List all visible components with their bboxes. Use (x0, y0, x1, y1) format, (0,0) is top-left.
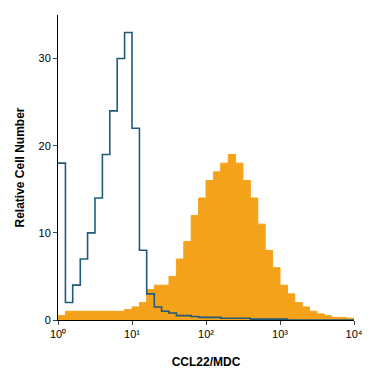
svg-text:10: 10 (39, 227, 51, 239)
svg-text:10²: 10² (198, 328, 214, 340)
svg-text:Relative Cell Number: Relative Cell Number (13, 107, 27, 227)
svg-text:10³: 10³ (272, 328, 288, 340)
svg-text:30: 30 (39, 52, 51, 64)
svg-text:10⁴: 10⁴ (346, 328, 363, 340)
svg-text:10¹: 10¹ (124, 328, 140, 340)
svg-text:CCL22/MDC: CCL22/MDC (172, 355, 241, 369)
svg-text:10⁰: 10⁰ (50, 328, 66, 340)
svg-text:20: 20 (39, 140, 51, 152)
svg-text:0: 0 (45, 314, 51, 326)
